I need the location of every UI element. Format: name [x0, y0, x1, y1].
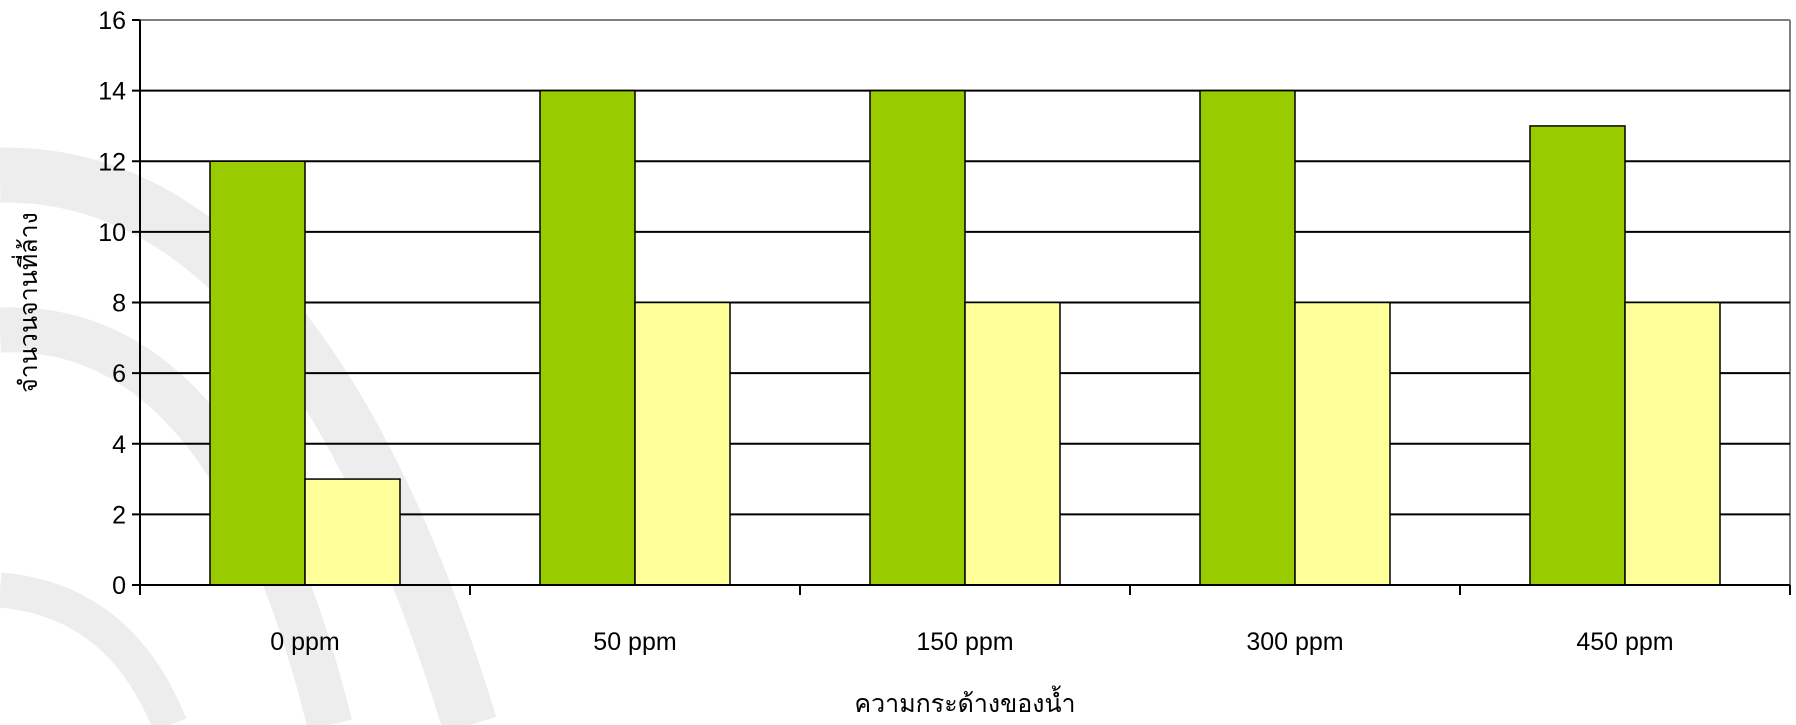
y-axis-ticks: 0 2 4 6 8 10 12 14 16 [98, 7, 140, 600]
bar-2-50-ppm [635, 303, 730, 586]
x-tick-label: 50 ppm [593, 628, 676, 656]
y-tick-label: 8 [112, 290, 126, 318]
y-tick-label: 14 [98, 78, 126, 106]
y-tick-label: 12 [98, 148, 126, 176]
x-tick-label: 150 ppm [916, 628, 1013, 656]
bar-1-300-ppm [1200, 91, 1295, 585]
bar-2-150-ppm [965, 303, 1060, 586]
bar-1-450-ppm [1530, 126, 1625, 585]
y-tick-label: 10 [98, 219, 126, 247]
bar-2-0-ppm [305, 479, 400, 585]
y-tick-label: 0 [112, 572, 126, 600]
x-axis-ticks: 0 ppm 50 ppm 150 ppm 300 ppm 450 ppm [140, 585, 1790, 656]
y-tick-label: 6 [112, 360, 126, 388]
y-tick-label: 16 [98, 7, 126, 35]
bar-1-150-ppm [870, 91, 965, 585]
y-tick-label: 2 [112, 501, 126, 529]
x-tick-label: 0 ppm [270, 628, 339, 656]
y-tick-label: 4 [112, 431, 126, 459]
x-tick-label: 450 ppm [1576, 628, 1673, 656]
bar-1-50-ppm [540, 91, 635, 585]
x-tick-label: 300 ppm [1246, 628, 1343, 656]
bar-2-300-ppm [1295, 303, 1390, 586]
y-axis-title: จำนวนจานที่ล้าง [11, 212, 43, 393]
bar-2-450-ppm [1625, 303, 1720, 586]
bar-1-0-ppm [210, 161, 305, 585]
x-axis-title: ความกระด้างของน้ำ [854, 685, 1075, 718]
bars [210, 91, 1720, 585]
